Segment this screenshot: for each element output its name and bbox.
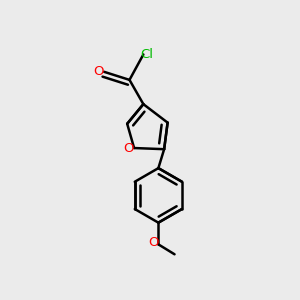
Text: O: O: [148, 236, 158, 249]
Text: O: O: [93, 65, 104, 78]
Text: Cl: Cl: [140, 48, 153, 61]
Text: O: O: [123, 142, 134, 154]
